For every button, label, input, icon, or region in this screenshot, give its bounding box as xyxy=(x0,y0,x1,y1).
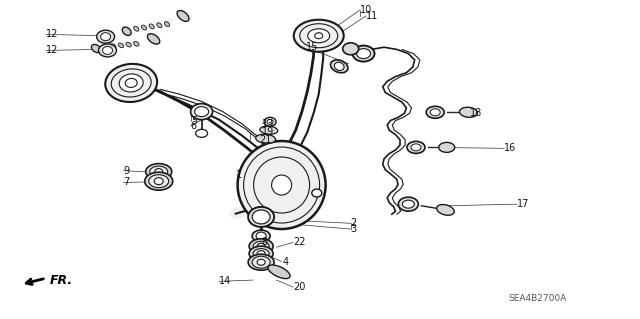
Text: SEA4B2700A: SEA4B2700A xyxy=(508,294,567,303)
Ellipse shape xyxy=(308,29,330,43)
Ellipse shape xyxy=(249,239,273,254)
Ellipse shape xyxy=(300,24,338,48)
Ellipse shape xyxy=(150,166,168,177)
Ellipse shape xyxy=(398,197,419,211)
Text: 9: 9 xyxy=(124,166,130,176)
Text: 4: 4 xyxy=(283,256,289,267)
Ellipse shape xyxy=(248,207,274,227)
Ellipse shape xyxy=(411,144,421,151)
Ellipse shape xyxy=(256,232,266,240)
Text: 7: 7 xyxy=(124,177,130,188)
Ellipse shape xyxy=(315,33,323,39)
Ellipse shape xyxy=(353,46,374,62)
Ellipse shape xyxy=(403,200,414,208)
Text: 6: 6 xyxy=(191,121,197,131)
Ellipse shape xyxy=(407,141,425,153)
Ellipse shape xyxy=(312,189,322,197)
Ellipse shape xyxy=(248,254,274,270)
Ellipse shape xyxy=(268,265,290,278)
Text: 3: 3 xyxy=(351,224,357,234)
Ellipse shape xyxy=(100,33,111,41)
Ellipse shape xyxy=(356,48,371,59)
Ellipse shape xyxy=(196,129,207,137)
Ellipse shape xyxy=(294,20,344,52)
Ellipse shape xyxy=(147,34,160,44)
Ellipse shape xyxy=(134,41,139,46)
Ellipse shape xyxy=(92,44,100,53)
Ellipse shape xyxy=(460,107,477,117)
Text: 17: 17 xyxy=(517,199,529,209)
Ellipse shape xyxy=(343,43,359,55)
Ellipse shape xyxy=(99,44,116,57)
Text: 20: 20 xyxy=(293,282,305,292)
Text: 11: 11 xyxy=(366,11,378,21)
Text: 10: 10 xyxy=(360,5,372,15)
Text: 8: 8 xyxy=(261,237,268,248)
Ellipse shape xyxy=(260,126,278,134)
Ellipse shape xyxy=(125,78,137,87)
Text: 16: 16 xyxy=(504,143,516,153)
Ellipse shape xyxy=(334,62,344,70)
Ellipse shape xyxy=(111,44,116,48)
Ellipse shape xyxy=(97,30,115,43)
Ellipse shape xyxy=(148,175,169,188)
Ellipse shape xyxy=(102,46,113,55)
Text: 21: 21 xyxy=(259,135,271,145)
Ellipse shape xyxy=(264,117,276,126)
Text: 22: 22 xyxy=(293,237,306,248)
Text: 5: 5 xyxy=(191,115,197,126)
Ellipse shape xyxy=(436,204,454,215)
Ellipse shape xyxy=(426,106,444,118)
Ellipse shape xyxy=(177,11,189,21)
Ellipse shape xyxy=(253,241,269,251)
Ellipse shape xyxy=(249,246,273,261)
Text: 14: 14 xyxy=(219,276,231,286)
Ellipse shape xyxy=(257,251,265,256)
Text: 12: 12 xyxy=(46,29,58,40)
Ellipse shape xyxy=(145,172,173,190)
Ellipse shape xyxy=(191,104,212,120)
Ellipse shape xyxy=(119,74,143,92)
Text: 1: 1 xyxy=(236,170,242,180)
Ellipse shape xyxy=(122,27,131,35)
Ellipse shape xyxy=(257,259,265,265)
Ellipse shape xyxy=(141,25,147,30)
Ellipse shape xyxy=(155,169,163,174)
Ellipse shape xyxy=(267,119,273,124)
Ellipse shape xyxy=(111,69,151,97)
Ellipse shape xyxy=(330,60,348,73)
Text: 19: 19 xyxy=(262,127,275,137)
Text: FR.: FR. xyxy=(50,274,73,286)
Ellipse shape xyxy=(252,210,270,224)
Text: 18: 18 xyxy=(470,108,483,118)
Ellipse shape xyxy=(157,23,162,28)
Ellipse shape xyxy=(439,142,455,152)
Ellipse shape xyxy=(146,164,172,180)
Ellipse shape xyxy=(105,64,157,102)
Ellipse shape xyxy=(149,24,154,29)
Text: 12: 12 xyxy=(46,45,58,56)
Ellipse shape xyxy=(195,107,209,117)
Ellipse shape xyxy=(154,178,163,185)
Text: 2: 2 xyxy=(351,218,357,228)
Ellipse shape xyxy=(255,134,276,143)
Text: 13: 13 xyxy=(262,119,275,129)
Circle shape xyxy=(237,141,326,229)
Ellipse shape xyxy=(103,45,108,49)
Ellipse shape xyxy=(134,26,139,31)
Ellipse shape xyxy=(126,42,131,47)
Text: 15: 15 xyxy=(306,42,318,52)
Ellipse shape xyxy=(252,256,270,268)
Ellipse shape xyxy=(164,22,170,26)
Ellipse shape xyxy=(118,43,124,48)
Ellipse shape xyxy=(252,230,270,242)
Ellipse shape xyxy=(257,243,265,249)
Ellipse shape xyxy=(430,109,440,116)
Ellipse shape xyxy=(253,249,269,259)
Circle shape xyxy=(271,175,292,195)
